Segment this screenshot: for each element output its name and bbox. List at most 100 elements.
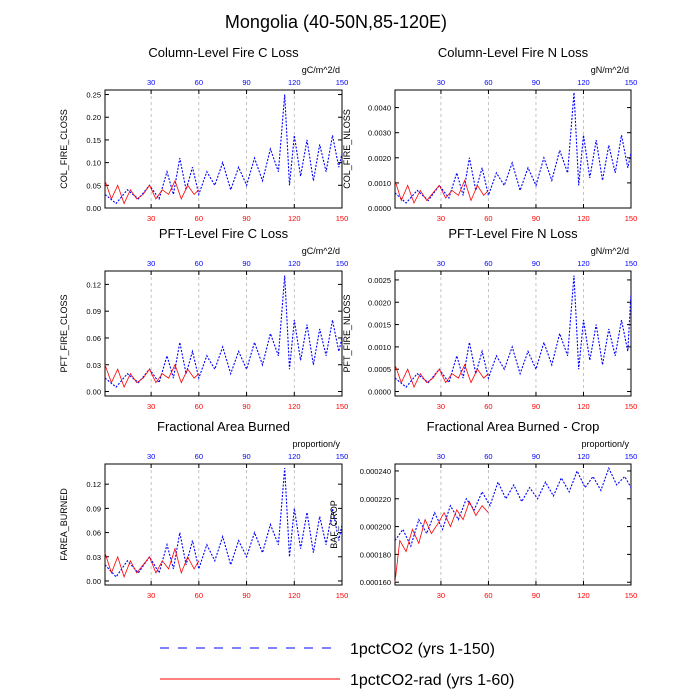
- x-tick-label-bottom: 150: [336, 402, 349, 411]
- y-tick-label: 0.000220: [360, 495, 391, 504]
- y-tick-label: 0.0020: [368, 154, 391, 163]
- x-tick-label-bottom: 150: [625, 214, 638, 223]
- x-tick-label-top: 120: [577, 452, 590, 461]
- x-tick-label-bottom: 120: [288, 591, 301, 600]
- x-tick-label-top: 150: [625, 78, 638, 87]
- x-tick-label-bottom: 30: [437, 591, 445, 600]
- x-tick-label-bottom: 120: [288, 402, 301, 411]
- y-tick-label: 0.25: [86, 91, 101, 100]
- x-tick-label-bottom: 90: [532, 591, 540, 600]
- x-tick-label-bottom: 60: [195, 402, 203, 411]
- y-tick-label: 0.09: [86, 307, 101, 316]
- x-tick-label-top: 60: [484, 259, 492, 268]
- x-tick-label-top: 90: [532, 452, 540, 461]
- y-tick-label: 0.03: [86, 553, 101, 562]
- y-tick-label: 0.00: [86, 577, 101, 586]
- y-tick-label: 0.0000: [368, 388, 391, 397]
- x-tick-label-bottom: 60: [195, 214, 203, 223]
- units-label: gN/m^2/d: [591, 65, 629, 75]
- x-tick-label-bottom: 120: [577, 214, 590, 223]
- x-tick-label-top: 120: [288, 78, 301, 87]
- y-tick-label: 0.0010: [368, 343, 391, 352]
- x-tick-label-bottom: 60: [484, 591, 492, 600]
- panel-title: PFT-Level Fire C Loss: [159, 226, 289, 241]
- x-tick-label-top: 150: [336, 259, 349, 268]
- x-tick-label-bottom: 30: [147, 214, 155, 223]
- x-tick-label-top: 60: [484, 78, 492, 87]
- x-tick-label-top: 60: [195, 452, 203, 461]
- x-tick-label-bottom: 150: [625, 402, 638, 411]
- y-tick-label: 0.000240: [360, 467, 391, 476]
- units-label: gN/m^2/d: [591, 246, 629, 256]
- x-tick-label-top: 120: [577, 78, 590, 87]
- x-tick-label-bottom: 30: [147, 402, 155, 411]
- x-tick-label-bottom: 120: [577, 402, 590, 411]
- units-label: proportion/y: [292, 439, 340, 449]
- x-tick-label-top: 120: [288, 452, 301, 461]
- y-tick-label: 0.0030: [368, 129, 391, 138]
- y-tick-label: 0.0040: [368, 104, 391, 113]
- x-tick-label-top: 30: [147, 452, 155, 461]
- x-tick-label-top: 60: [195, 259, 203, 268]
- units-label: gC/m^2/d: [302, 65, 340, 75]
- x-tick-label-bottom: 90: [532, 214, 540, 223]
- units-label: gC/m^2/d: [302, 246, 340, 256]
- x-tick-label-top: 150: [625, 259, 638, 268]
- x-tick-label-top: 90: [532, 259, 540, 268]
- y-tick-label: 0.20: [86, 113, 101, 122]
- x-tick-label-bottom: 90: [242, 402, 250, 411]
- x-tick-label-bottom: 60: [195, 591, 203, 600]
- y-tick-label: 0.00: [86, 388, 101, 397]
- x-tick-label-bottom: 30: [437, 402, 445, 411]
- y-tick-label: 0.000180: [360, 550, 391, 559]
- x-tick-label-top: 30: [147, 259, 155, 268]
- series-line-1: [104, 467, 343, 578]
- figure-title: Mongolia (40-50N,85-120E): [225, 12, 447, 32]
- y-tick-label: 0.05: [86, 181, 101, 190]
- y-tick-label: 0.15: [86, 136, 101, 145]
- y-tick-label: 0.09: [86, 504, 101, 513]
- plot-frame: [104, 463, 343, 586]
- x-tick-label-top: 60: [195, 78, 203, 87]
- y-tick-label: 0.0025: [368, 276, 391, 285]
- x-tick-label-bottom: 60: [484, 402, 492, 411]
- x-tick-label-bottom: 90: [242, 214, 250, 223]
- x-tick-label-top: 120: [577, 259, 590, 268]
- y-tick-label: 0.0005: [368, 365, 391, 374]
- plot-frame: [394, 89, 632, 209]
- x-tick-label-bottom: 30: [147, 591, 155, 600]
- y-tick-label: 0.03: [86, 361, 101, 370]
- x-tick-label-top: 90: [242, 78, 250, 87]
- x-tick-label-bottom: 150: [336, 591, 349, 600]
- x-tick-label-bottom: 60: [484, 214, 492, 223]
- x-tick-label-top: 120: [288, 259, 301, 268]
- series-line-2: [104, 547, 200, 579]
- y-tick-label: 0.06: [86, 334, 101, 343]
- y-axis-label: FAREA_BURNED: [59, 488, 69, 561]
- plot-frame: [394, 270, 632, 397]
- x-tick-label-top: 30: [437, 78, 445, 87]
- plot-frame: [104, 89, 343, 209]
- x-tick-label-top: 90: [242, 259, 250, 268]
- x-tick-label-bottom: 90: [242, 591, 250, 600]
- panel-title: Column-Level Fire N Loss: [438, 45, 589, 60]
- series-line-2: [394, 363, 489, 389]
- y-axis-label: PFT_FIRE_CLOSS: [59, 294, 69, 372]
- x-tick-label-bottom: 120: [288, 214, 301, 223]
- panel-title: Fractional Area Burned: [157, 419, 290, 434]
- x-tick-label-top: 90: [242, 452, 250, 461]
- y-tick-label: 0.12: [86, 280, 101, 289]
- panel-3: PFT-Level Fire C Loss gC/m^2/d PFT_FIRE_CL…: [59, 226, 348, 411]
- panel-4: PFT-Level Fire N Loss gN/m^2/d PFT_FIRE_NL…: [342, 226, 637, 411]
- x-tick-label-top: 60: [484, 452, 492, 461]
- y-tick-label: 0.06: [86, 529, 101, 538]
- units-label: proportion/y: [581, 439, 629, 449]
- x-tick-label-bottom: 150: [336, 214, 349, 223]
- y-tick-label: 0.0015: [368, 321, 391, 330]
- series-line-2: [394, 179, 489, 205]
- legend-label-series1: 1pctCO2 (yrs 1-150): [350, 641, 495, 658]
- y-tick-label: 0.000160: [360, 578, 391, 587]
